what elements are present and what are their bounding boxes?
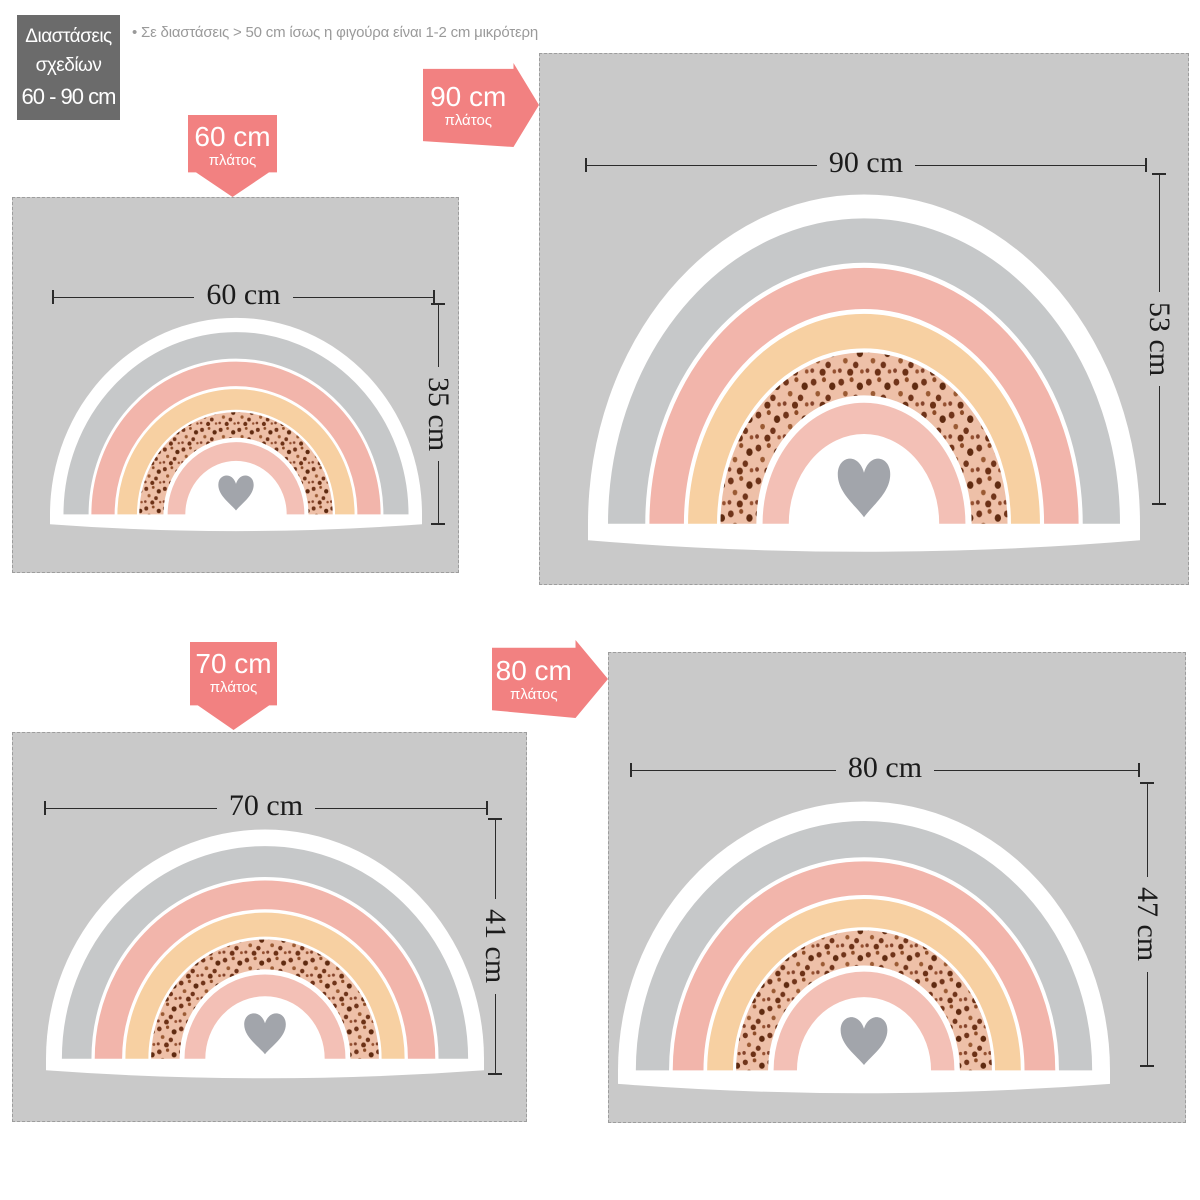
dimension-tick	[1145, 158, 1147, 172]
dimension-tick	[52, 290, 54, 304]
rainbow-sticker-60cm	[50, 308, 422, 536]
dimension-line	[315, 807, 486, 809]
tag-width-word: πλάτος	[208, 152, 257, 169]
dimension-line	[437, 461, 439, 523]
dimension-tick	[1152, 503, 1166, 505]
tag-size-value: 80 cm	[495, 655, 572, 686]
height-dimension-80cm: 47 cm	[1131, 782, 1164, 1067]
tag-size-value: 60 cm	[194, 121, 271, 152]
height-dimension-label: 53 cm	[1143, 301, 1176, 377]
dimension-line	[934, 769, 1138, 771]
dimension-line	[1158, 175, 1160, 292]
rainbow-sticker-80cm	[618, 788, 1110, 1100]
height-dimension-60cm: 35 cm	[422, 303, 455, 525]
height-dimension-label: 35 cm	[422, 376, 455, 452]
rainbow-sticker-70cm	[46, 818, 484, 1084]
dimension-tick	[433, 290, 435, 304]
width-dimension-70cm: 70 cm	[44, 789, 488, 822]
dimension-tick	[44, 801, 46, 815]
tag-size-value: 90 cm	[430, 81, 507, 112]
disclaimer-note: • Σε διαστάσεις > 50 cm ίσως η φιγούρα ε…	[132, 24, 538, 41]
width-tag-80cm: 80 cm πλάτος	[492, 640, 608, 718]
dimension-line	[1146, 971, 1148, 1065]
height-dimension-90cm: 53 cm	[1143, 173, 1176, 505]
size-range-line3: 60 - 90 cm	[21, 84, 117, 109]
dimension-tick	[431, 303, 445, 305]
tag-text-area: 80 cm πλάτος	[492, 640, 576, 718]
dimension-tick	[488, 818, 502, 820]
tag-size-value: 70 cm	[195, 648, 272, 679]
dimension-line	[292, 296, 433, 298]
dimension-tick	[1140, 1065, 1154, 1067]
width-tag-60cm: 60 cm πλάτος	[188, 115, 277, 197]
dimension-line	[1146, 784, 1148, 878]
tag-text-area: 90 cm πλάτος	[423, 63, 513, 147]
tag-width-word: πλάτος	[444, 112, 493, 129]
size-range-line2: σχεδίων	[35, 55, 102, 76]
height-dimension-70cm: 41 cm	[479, 818, 512, 1075]
dimension-tick	[488, 1073, 502, 1075]
dimension-tick	[431, 523, 445, 525]
dimension-line	[915, 164, 1145, 166]
height-dimension-label: 47 cm	[1131, 887, 1164, 962]
rainbow-sticker-90cm	[588, 178, 1140, 560]
width-tag-70cm: 70 cm πλάτος	[190, 642, 277, 730]
dimension-line	[1158, 386, 1160, 503]
size-range-box: Διαστάσεις σχεδίων 60 - 90 cm	[17, 15, 120, 120]
width-dimension-80cm: 80 cm	[630, 751, 1140, 784]
dimension-tick	[486, 801, 488, 815]
height-dimension-label: 41 cm	[479, 909, 512, 984]
dimension-tick	[1140, 782, 1154, 784]
size-range-line1: Διαστάσεις	[25, 26, 112, 47]
dimension-line	[437, 305, 439, 367]
width-dimension-60cm: 60 cm	[52, 278, 435, 311]
tag-width-word: πλάτος	[509, 686, 558, 703]
width-dimension-label: 90 cm	[828, 146, 904, 179]
width-dimension-label: 80 cm	[847, 751, 923, 784]
dimension-line	[494, 993, 496, 1073]
width-tag-90cm: 90 cm πλάτος	[423, 63, 539, 147]
dimension-tick	[585, 158, 587, 172]
width-dimension-label: 60 cm	[206, 278, 281, 311]
width-dimension-label: 70 cm	[228, 789, 304, 822]
dimension-line	[46, 807, 217, 809]
dimension-line	[54, 296, 195, 298]
width-dimension-90cm: 90 cm	[585, 146, 1147, 179]
dimension-line	[587, 164, 817, 166]
tag-width-word: πλάτος	[209, 679, 258, 696]
dimension-tick	[1152, 173, 1166, 175]
dimension-line	[632, 769, 836, 771]
dimension-line	[494, 820, 496, 900]
dimension-tick	[1138, 763, 1140, 777]
dimension-tick	[630, 763, 632, 777]
